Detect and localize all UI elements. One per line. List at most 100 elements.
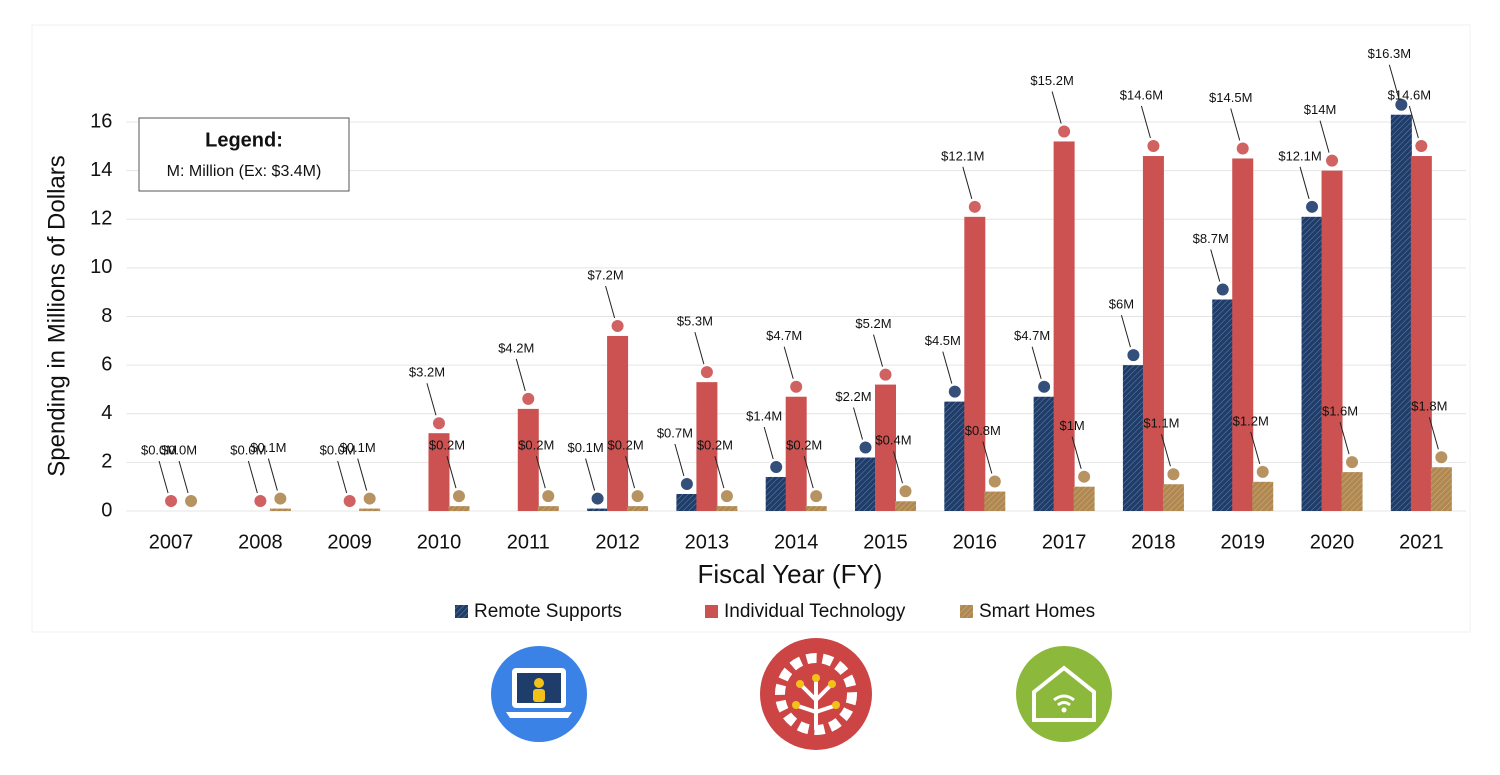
value-label: $0.8M	[965, 423, 1001, 438]
value-label: $8.7M	[1193, 231, 1229, 246]
legend-box-text: M: Million (Ex: $3.4M)	[167, 163, 322, 180]
value-icon	[1037, 380, 1051, 394]
bar	[676, 494, 697, 511]
bar	[1252, 482, 1273, 511]
bar	[1212, 299, 1233, 511]
y-tick-label: 10	[90, 256, 112, 278]
bar	[518, 409, 539, 511]
value-label: $0.1M	[250, 440, 286, 455]
bar	[627, 506, 648, 511]
bar	[1232, 158, 1253, 511]
bar	[1431, 467, 1452, 511]
value-label: $16.3M	[1368, 46, 1411, 61]
value-label: $14.6M	[1120, 87, 1163, 102]
bar	[1163, 484, 1184, 511]
value-label: $0.7M	[657, 425, 693, 440]
value-icon	[899, 484, 913, 498]
value-label: $5.3M	[677, 314, 713, 329]
y-tick-label: 12	[90, 208, 112, 230]
bar	[766, 477, 787, 511]
bar	[964, 217, 985, 511]
value-label: $0.1M	[568, 440, 604, 455]
x-tick-label: 2018	[1131, 531, 1176, 553]
value-icon	[363, 492, 377, 506]
bar	[984, 492, 1005, 511]
value-label: $0.0M	[161, 442, 197, 457]
value-icon	[700, 365, 714, 379]
y-tick-label: 2	[101, 451, 112, 473]
individual-technology-icon	[760, 638, 872, 750]
value-label: $0.2M	[429, 438, 465, 453]
y-tick-label: 8	[101, 305, 112, 327]
bar	[875, 385, 896, 511]
bar	[716, 506, 737, 511]
bar	[786, 397, 807, 511]
bar	[944, 402, 965, 511]
value-icon	[809, 489, 823, 503]
x-tick-label: 2021	[1399, 531, 1444, 553]
value-icon	[273, 492, 287, 506]
bar	[1322, 171, 1343, 511]
value-icon	[432, 416, 446, 430]
bar	[806, 506, 827, 511]
value-label: $7.2M	[588, 267, 624, 282]
value-icon	[253, 494, 267, 508]
value-icon	[1166, 467, 1180, 481]
x-tick-label: 2014	[774, 531, 819, 553]
x-tick-label: 2007	[149, 531, 194, 553]
bar	[538, 506, 559, 511]
value-icon	[948, 385, 962, 399]
x-tick-label: 2013	[685, 531, 730, 553]
value-icon	[789, 380, 803, 394]
bar	[1411, 156, 1432, 511]
x-tick-label: 2010	[417, 531, 462, 553]
value-label: $2.2M	[835, 389, 871, 404]
y-tick-label: 4	[101, 402, 112, 424]
x-tick-label: 2020	[1310, 531, 1355, 553]
x-tick-label: 2016	[953, 531, 998, 553]
bar	[359, 509, 380, 511]
bar	[1342, 472, 1363, 511]
value-label: $0.2M	[608, 438, 644, 453]
value-label: $0.2M	[697, 438, 733, 453]
value-icon	[769, 460, 783, 474]
value-label: $1.6M	[1322, 404, 1358, 419]
value-label: $0.4M	[875, 433, 911, 448]
bar	[1074, 487, 1095, 511]
x-tick-label: 2008	[238, 531, 283, 553]
bar	[448, 506, 469, 511]
x-tick-label: 2017	[1042, 531, 1087, 553]
y-tick-label: 0	[101, 499, 112, 521]
value-label: $14.5M	[1209, 90, 1252, 105]
value-label: $3.2M	[409, 365, 445, 380]
value-icon	[879, 368, 893, 382]
bar	[1123, 365, 1144, 511]
value-label: $1.1M	[1143, 416, 1179, 431]
value-icon	[1126, 348, 1140, 362]
value-icon	[1305, 200, 1319, 214]
value-label: $15.2M	[1030, 73, 1073, 88]
bar	[587, 509, 608, 511]
bar	[1391, 115, 1412, 511]
value-label: $6M	[1109, 297, 1134, 312]
bar	[895, 501, 916, 511]
legend-swatch	[960, 605, 973, 618]
value-label: $0.1M	[340, 440, 376, 455]
bar	[1054, 141, 1075, 511]
value-icon	[452, 489, 466, 503]
value-icon	[343, 494, 357, 508]
value-label: $1.8M	[1411, 399, 1447, 414]
value-icon	[1236, 141, 1250, 155]
value-icon	[591, 492, 605, 506]
bar	[1302, 217, 1323, 511]
value-icon	[541, 489, 555, 503]
y-tick-label: 6	[101, 353, 112, 375]
x-tick-label: 2015	[863, 531, 908, 553]
remote-supports-icon	[491, 646, 587, 742]
value-icon	[521, 392, 535, 406]
legend-swatch	[455, 605, 468, 618]
value-icon	[631, 489, 645, 503]
value-icon	[1325, 154, 1339, 168]
x-tick-label: 2019	[1220, 531, 1265, 553]
value-icon	[1146, 139, 1160, 153]
